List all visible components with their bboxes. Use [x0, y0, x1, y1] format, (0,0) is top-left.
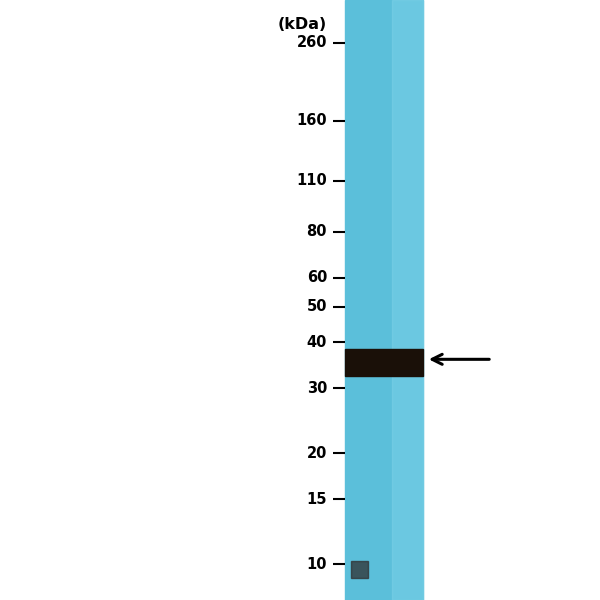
Text: 10: 10: [307, 557, 327, 572]
Text: 50: 50: [307, 299, 327, 314]
Text: 160: 160: [296, 113, 327, 128]
Text: (kDa): (kDa): [278, 17, 327, 32]
Text: 20: 20: [307, 446, 327, 461]
Bar: [345, 349, 423, 376]
Bar: [392, 0, 423, 600]
Bar: [345, 0, 423, 600]
Text: 15: 15: [307, 492, 327, 507]
Text: 40: 40: [307, 335, 327, 350]
Text: 260: 260: [296, 35, 327, 50]
Text: 110: 110: [296, 173, 327, 188]
Bar: [351, 561, 368, 578]
Text: 30: 30: [307, 381, 327, 396]
Text: 60: 60: [307, 270, 327, 285]
Text: 80: 80: [307, 224, 327, 239]
